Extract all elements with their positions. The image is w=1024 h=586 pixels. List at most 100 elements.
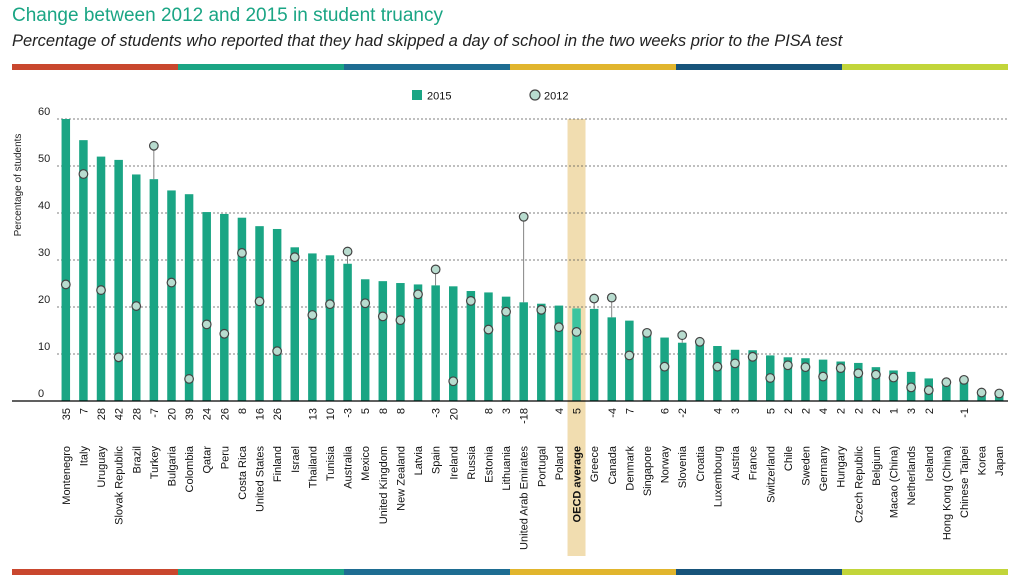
change-label: 20 — [448, 408, 460, 420]
x-tick-label-chile: Chile — [783, 446, 795, 471]
x-tick-label-slovak-republic: Slovak Republic — [114, 446, 126, 525]
x-tick-label-peru: Peru — [219, 446, 231, 469]
bar-2015 — [132, 174, 141, 401]
marker-2012 — [589, 293, 600, 304]
marker-2012 — [888, 372, 899, 383]
marker-2012 — [254, 296, 265, 307]
x-tick-label-qatar: Qatar — [202, 446, 214, 474]
y-tick-label: 40 — [38, 200, 50, 212]
top-stripe-segment — [842, 64, 1008, 70]
x-tick-label-united-states: United States — [255, 446, 267, 513]
bar-2015 — [519, 302, 528, 401]
change-label: 5 — [360, 408, 372, 414]
x-tick-label-russia: Russia — [466, 445, 478, 480]
change-label: 7 — [78, 408, 90, 414]
change-label: 4 — [712, 408, 724, 414]
top-stripe-segment — [510, 64, 676, 70]
x-tick-label-new-zealand: New Zealand — [395, 446, 407, 511]
change-label: 5 — [572, 408, 584, 414]
change-label: 8 — [237, 408, 249, 414]
bar-2015 — [889, 370, 898, 401]
change-label: 16 — [255, 408, 267, 420]
bar-2015 — [942, 380, 951, 401]
marker-2012 — [201, 319, 212, 330]
x-tick-label-sweden: Sweden — [800, 446, 812, 486]
marker-2012 — [835, 363, 846, 374]
marker-2012 — [571, 327, 582, 337]
change-label: 2 — [853, 408, 865, 414]
x-tick-label-croatia: Croatia — [695, 445, 707, 481]
change-label: -7 — [149, 408, 161, 418]
bar-2015 — [325, 255, 335, 401]
page-subtitle: Percentage of students who reported that… — [12, 32, 843, 50]
marker-2012 — [730, 358, 740, 369]
x-tick-label-bulgaria: Bulgaria — [166, 445, 178, 486]
x-tick-label-costa-rica: Costa Rica — [237, 445, 249, 500]
bar-2015 — [501, 296, 511, 401]
bottom-stripe-segment — [178, 569, 344, 575]
change-label: 26 — [219, 408, 231, 420]
x-tick-label-hungary: Hungary — [836, 446, 848, 488]
bar-2015 — [713, 346, 722, 401]
bar-2015 — [801, 358, 810, 401]
marker-2012 — [377, 311, 388, 322]
marker-2012 — [853, 368, 864, 379]
marker-2012 — [959, 374, 969, 385]
change-label: 5 — [765, 408, 777, 414]
x-tick-label-poland: Poland — [554, 446, 566, 480]
marker-2012 — [237, 248, 247, 258]
x-tick-label-united-kingdom: United Kingdom — [378, 446, 390, 524]
bar-2015 — [836, 361, 845, 401]
x-tick-label-belgium: Belgium — [871, 446, 883, 486]
bottom-stripe-segment — [842, 569, 1008, 575]
bar-2015 — [554, 305, 564, 401]
marker-2012 — [289, 252, 300, 263]
change-label: -18 — [519, 408, 531, 424]
marker-2012 — [536, 304, 547, 315]
marker-2012 — [800, 362, 811, 373]
bar-2015 — [237, 217, 247, 401]
bar-2015 — [308, 253, 317, 401]
change-label: 28 — [131, 408, 143, 420]
marker-2012 — [219, 328, 230, 339]
change-label: 2 — [871, 408, 883, 414]
bar-2015 — [589, 308, 599, 401]
x-tick-label-uruguay: Uruguay — [96, 446, 108, 488]
change-label: 2 — [924, 408, 936, 414]
change-label: -4 — [607, 408, 619, 418]
page-title: Change between 2012 and 2015 in student … — [12, 5, 443, 26]
bar-2015 — [871, 367, 881, 401]
x-tick-label-latvia: Latvia — [413, 445, 425, 475]
x-tick-label-portugal: Portugal — [536, 446, 548, 487]
change-label: 3 — [906, 408, 918, 414]
bar-2015 — [677, 342, 687, 401]
change-label: 8 — [395, 408, 407, 414]
marker-2012 — [747, 351, 758, 362]
marker-2012 — [765, 373, 776, 383]
marker-2012 — [518, 211, 529, 222]
x-tick-label-finland: Finland — [272, 446, 284, 482]
x-tick-label-mexico: Mexico — [360, 446, 372, 481]
bar-2015 — [202, 212, 211, 401]
x-tick-label-hong-kong-china: Hong Kong (China) — [941, 446, 953, 540]
x-tick-label-macao-china: Macao (China) — [889, 446, 901, 518]
x-tick-label-turkey: Turkey — [149, 446, 161, 480]
change-label: -3 — [343, 408, 355, 418]
x-tick-label-italy: Italy — [78, 446, 90, 467]
marker-2012 — [923, 385, 934, 396]
x-tick-label-ireland: Ireland — [448, 446, 460, 480]
bar-2015 — [272, 228, 282, 401]
bar-2015 — [466, 291, 476, 401]
x-tick-label-greece: Greece — [589, 446, 601, 482]
top-stripe-segment — [676, 64, 842, 70]
x-tick-label-thailand: Thailand — [307, 446, 319, 488]
bar-2015 — [413, 284, 423, 401]
change-label: 24 — [202, 408, 214, 420]
change-label: 6 — [660, 408, 672, 414]
bar-2015 — [290, 247, 299, 401]
bar-2015 — [255, 226, 264, 401]
x-tick-label-canada: Canada — [607, 445, 619, 484]
top-stripe-segment — [344, 64, 510, 70]
marker-2012 — [818, 371, 828, 382]
x-tick-label-australia: Australia — [343, 445, 355, 489]
